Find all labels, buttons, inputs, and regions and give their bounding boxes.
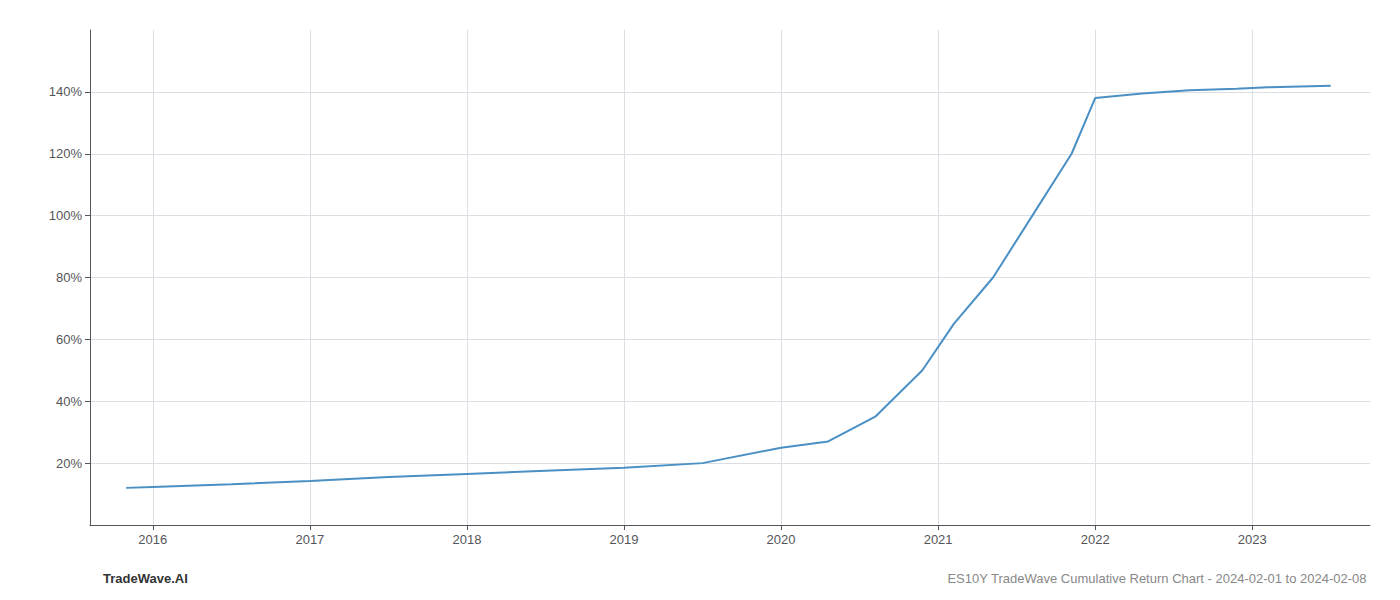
svg-text:140%: 140% <box>49 84 83 99</box>
svg-text:2023: 2023 <box>1238 532 1267 547</box>
svg-text:ES10Y TradeWave Cumulative Ret: ES10Y TradeWave Cumulative Return Chart … <box>947 571 1366 586</box>
svg-text:60%: 60% <box>56 332 82 347</box>
svg-text:2017: 2017 <box>295 532 324 547</box>
svg-text:2021: 2021 <box>924 532 953 547</box>
svg-text:2018: 2018 <box>452 532 481 547</box>
svg-text:100%: 100% <box>49 208 83 223</box>
svg-text:20%: 20% <box>56 456 82 471</box>
svg-text:2019: 2019 <box>610 532 639 547</box>
svg-text:TradeWave.AI: TradeWave.AI <box>103 571 188 586</box>
svg-text:40%: 40% <box>56 394 82 409</box>
svg-text:2016: 2016 <box>138 532 167 547</box>
svg-text:80%: 80% <box>56 270 82 285</box>
svg-text:120%: 120% <box>49 146 83 161</box>
svg-text:2022: 2022 <box>1081 532 1110 547</box>
svg-text:2020: 2020 <box>767 532 796 547</box>
